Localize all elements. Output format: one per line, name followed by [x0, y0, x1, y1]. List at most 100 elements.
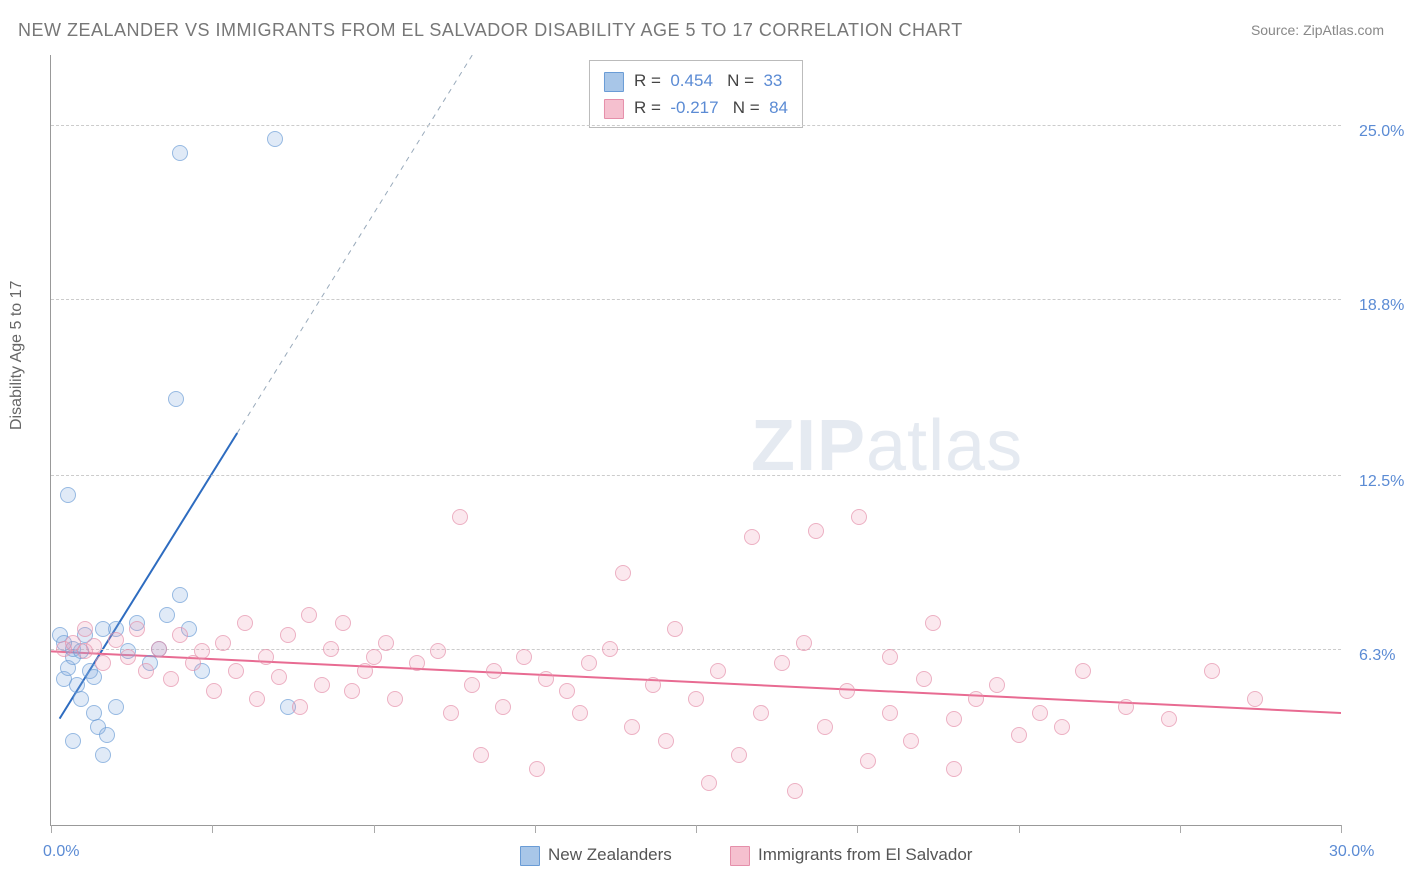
data-point [1054, 719, 1070, 735]
data-point [581, 655, 597, 671]
data-point [1011, 727, 1027, 743]
data-point [1032, 705, 1048, 721]
data-point [1075, 663, 1091, 679]
data-point [464, 677, 480, 693]
data-point [615, 565, 631, 581]
data-point [495, 699, 511, 715]
data-point [301, 607, 317, 623]
data-point [237, 615, 253, 631]
data-point [249, 691, 265, 707]
data-point [559, 683, 575, 699]
data-point [120, 649, 136, 665]
x-tick [696, 825, 697, 833]
data-point [323, 641, 339, 657]
data-point [172, 587, 188, 603]
data-point [860, 753, 876, 769]
data-point [839, 683, 855, 699]
data-point [787, 783, 803, 799]
data-point [86, 669, 102, 685]
data-point [159, 607, 175, 623]
gridline [51, 475, 1341, 476]
data-point [1247, 691, 1263, 707]
x-tick [1180, 825, 1181, 833]
data-point [151, 641, 167, 657]
data-point [710, 663, 726, 679]
data-point [99, 727, 115, 743]
data-point [172, 145, 188, 161]
data-point [314, 677, 330, 693]
x-tick [212, 825, 213, 833]
data-point [194, 643, 210, 659]
data-point [1161, 711, 1177, 727]
x-tick-label: 0.0% [43, 843, 79, 861]
data-point [335, 615, 351, 631]
x-tick [51, 825, 52, 833]
gridline [51, 125, 1341, 126]
data-point [271, 669, 287, 685]
data-point [73, 691, 89, 707]
data-point [60, 487, 76, 503]
y-axis-label: Disability Age 5 to 17 [8, 281, 26, 430]
data-point [989, 677, 1005, 693]
x-tick-label: 30.0% [1329, 843, 1374, 861]
data-point [946, 711, 962, 727]
data-point [774, 655, 790, 671]
trend-lines [51, 55, 1341, 825]
gridline [51, 299, 1341, 300]
data-point [215, 635, 231, 651]
data-point [292, 699, 308, 715]
data-point [172, 627, 188, 643]
data-point [486, 663, 502, 679]
x-tick [1019, 825, 1020, 833]
data-point [228, 663, 244, 679]
x-tick [857, 825, 858, 833]
source-attribution: Source: ZipAtlas.com [1251, 22, 1384, 38]
data-point [529, 761, 545, 777]
data-point [602, 641, 618, 657]
data-point [808, 523, 824, 539]
data-point [258, 649, 274, 665]
chart-title: NEW ZEALANDER VS IMMIGRANTS FROM EL SALV… [18, 20, 963, 41]
data-point [645, 677, 661, 693]
data-point [163, 671, 179, 687]
y-tick-label: 18.8% [1359, 297, 1404, 315]
data-point [624, 719, 640, 735]
data-point [409, 655, 425, 671]
data-point [667, 621, 683, 637]
data-point [688, 691, 704, 707]
x-tick [374, 825, 375, 833]
data-point [378, 635, 394, 651]
data-point [452, 509, 468, 525]
data-point [817, 719, 833, 735]
data-point [357, 663, 373, 679]
y-tick-label: 6.3% [1359, 647, 1395, 665]
data-point [946, 761, 962, 777]
data-point [882, 705, 898, 721]
data-point [916, 671, 932, 687]
data-point [1118, 699, 1134, 715]
scatter-plot: ZIPatlas R = 0.454 N = 33R = -0.217 N = … [50, 55, 1341, 826]
data-point [65, 733, 81, 749]
data-point [108, 699, 124, 715]
data-point [925, 615, 941, 631]
data-point [572, 705, 588, 721]
correlation-legend: R = 0.454 N = 33R = -0.217 N = 84 [589, 60, 803, 128]
data-point [753, 705, 769, 721]
data-point [108, 632, 124, 648]
data-point [366, 649, 382, 665]
data-point [731, 747, 747, 763]
data-point [129, 621, 145, 637]
series-legend-a: New Zealanders [520, 845, 672, 866]
x-tick [535, 825, 536, 833]
data-point [443, 705, 459, 721]
data-point [744, 529, 760, 545]
data-point [882, 649, 898, 665]
data-point [903, 733, 919, 749]
y-tick-label: 25.0% [1359, 123, 1404, 141]
data-point [1204, 663, 1220, 679]
data-point [267, 131, 283, 147]
data-point [86, 638, 102, 654]
data-point [796, 635, 812, 651]
data-point [168, 391, 184, 407]
data-point [95, 655, 111, 671]
